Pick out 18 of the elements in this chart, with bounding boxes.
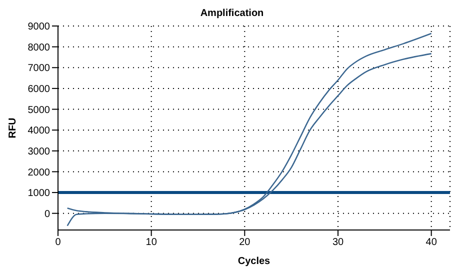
y-axis-title: RFU	[8, 118, 19, 138]
y-tick-label: 1000	[28, 188, 50, 200]
x-tick-label: 0	[55, 237, 62, 248]
y-tick-label: 8000	[28, 42, 50, 54]
y-tick-label: 5000	[28, 104, 50, 116]
x-axis-title: Cycles	[238, 256, 271, 267]
y-tick-label: 0	[44, 208, 50, 220]
y-tick-label: 7000	[28, 63, 50, 74]
y-tick-label: 3000	[28, 146, 50, 158]
y-tick-label: 2000	[28, 167, 50, 178]
y-tick-label: 6000	[28, 84, 50, 95]
x-tick-label: 20	[239, 237, 251, 248]
x-tick-label: 10	[146, 237, 158, 248]
x-tick-label: 30	[332, 237, 344, 248]
chart-title: Amplification	[199, 8, 265, 21]
y-tick-label: 9000	[28, 22, 50, 33]
y-tick-label: 4000	[28, 126, 50, 137]
x-tick-label: 40	[426, 237, 438, 248]
